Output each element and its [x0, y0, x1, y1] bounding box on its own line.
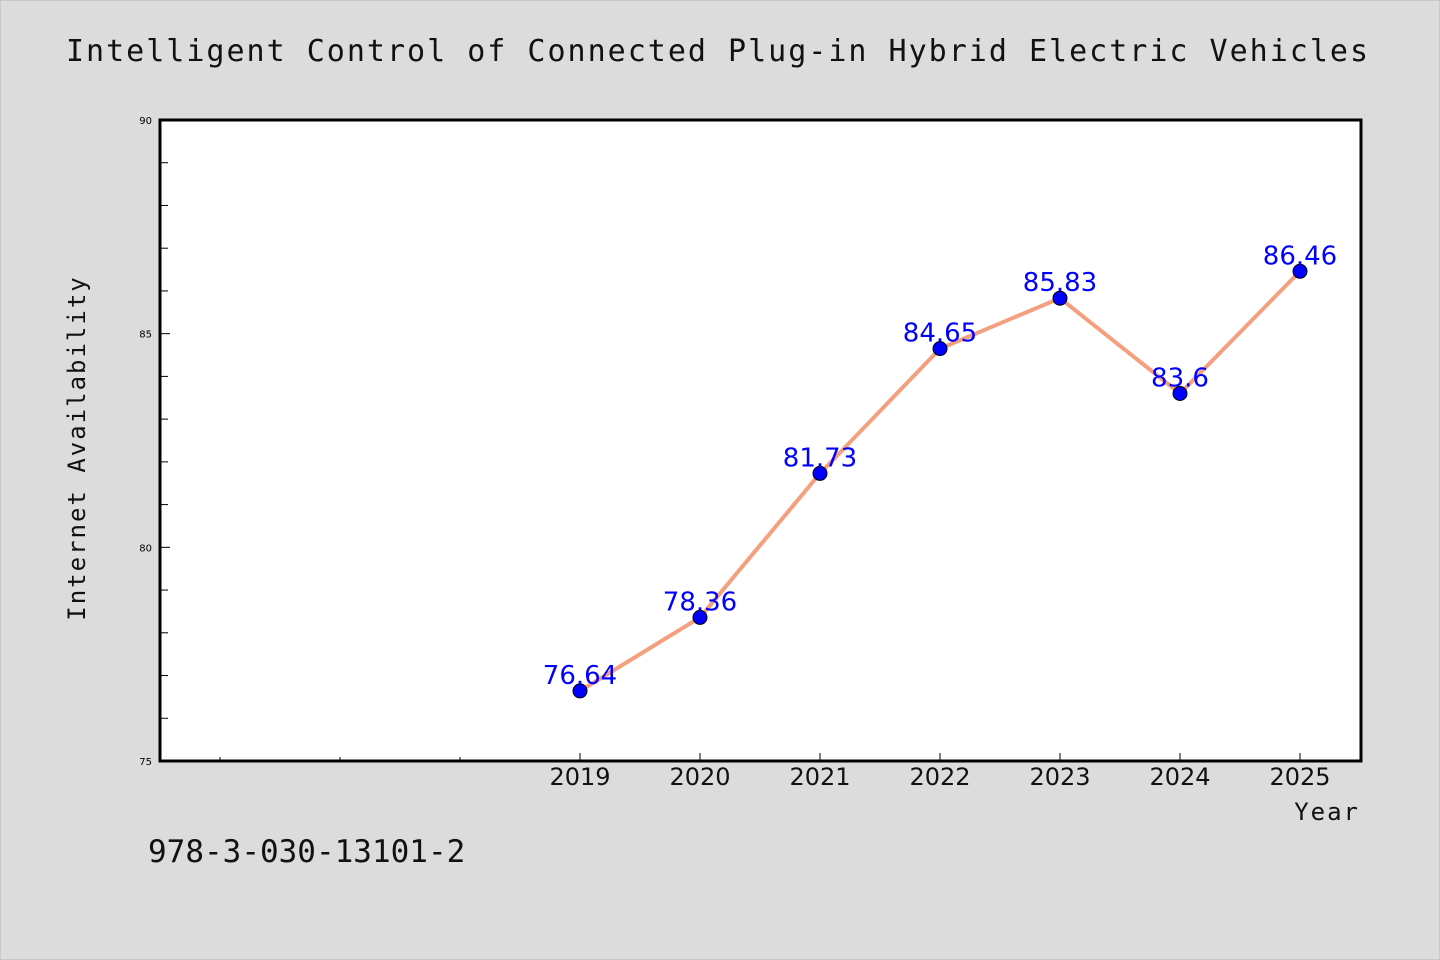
x-tick-label: 2021	[789, 763, 850, 791]
y-tick-label: 80	[139, 543, 152, 554]
data-labels: 76.64 78.36 81.73 84.65 85.83 83.6 86.46	[543, 241, 1337, 691]
y-tick-label: 85	[139, 330, 152, 341]
x-tick-label: 2022	[909, 763, 970, 791]
data-point	[572, 683, 588, 699]
chart-title: Intelligent Control of Connected Plug-in…	[66, 34, 1370, 69]
isbn-text: 978-3-030-13101-2	[148, 834, 466, 870]
data-label: 84.65	[903, 319, 977, 349]
data-label: 85.83	[1023, 268, 1097, 298]
data-label: 83.6	[1151, 363, 1209, 393]
data-point	[1292, 263, 1308, 279]
x-axis-title: Year	[1294, 798, 1360, 826]
data-point	[1052, 290, 1068, 306]
plot-area	[158, 118, 1363, 763]
data-point	[812, 465, 828, 481]
data-label: 76.64	[543, 661, 617, 691]
x-tick-label: 2024	[1149, 763, 1210, 791]
x-tick-label: 2019	[549, 763, 610, 791]
x-tick-label: 2020	[669, 763, 730, 791]
data-point	[1172, 385, 1188, 401]
y-tick-label: 90	[139, 116, 152, 127]
data-point	[692, 609, 708, 625]
data-point	[932, 341, 948, 357]
data-label: 86.46	[1263, 241, 1337, 271]
data-label: 81.73	[783, 443, 857, 473]
x-axis: 2019 2020 2021 2022 2023 2024 2025	[219, 753, 1331, 791]
y-axis: 75 80 85 90	[139, 116, 170, 768]
x-tick-label: 2023	[1029, 763, 1090, 791]
y-axis-title: Internet Availability	[63, 275, 91, 620]
x-tick-label: 2025	[1269, 763, 1330, 791]
data-points	[572, 263, 1308, 699]
y-tick-label: 75	[139, 757, 152, 768]
data-label: 78.36	[663, 587, 737, 617]
